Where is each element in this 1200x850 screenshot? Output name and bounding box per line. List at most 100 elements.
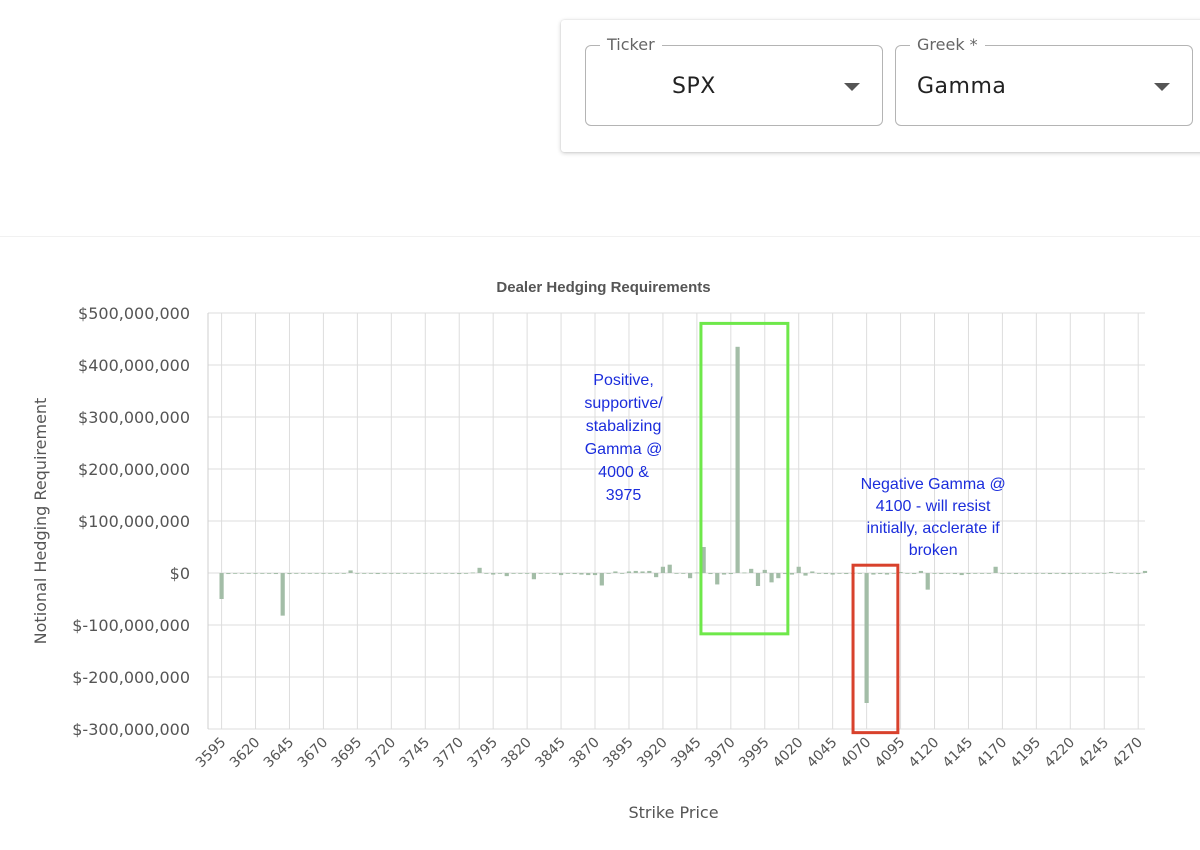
bar [783,573,788,575]
bar [945,573,951,574]
x-tick-label: 3920 [634,735,671,772]
chart: Dealer Hedging Requirements $500,000,000 $… [31,279,1148,822]
bar [749,568,754,573]
bar [518,573,523,574]
y-tick-label: $200,000,000 [78,460,190,479]
bar [538,573,543,574]
x-tick-label: 4095 [872,735,909,772]
bar [647,570,652,573]
annotation-line: 4100 - will resist [876,498,991,515]
bar [463,573,469,574]
chart-area: Dealer Hedging Requirements $500,000,000 $… [0,236,1200,850]
chevron-down-icon[interactable] [1154,83,1170,91]
bar [436,573,441,574]
x-tick-label: 3770 [431,735,468,772]
y-tick-label: $-300,000,000 [72,720,190,739]
bar [443,573,448,574]
bar [334,573,340,574]
bar [273,573,278,575]
ticker-value: SPX [672,74,716,99]
bar [939,573,944,575]
bar [925,573,930,590]
bar [844,573,849,575]
bar [1068,573,1073,575]
bar [246,573,251,574]
x-tick-label: 3820 [498,735,535,772]
bar [423,573,428,574]
bar [973,573,978,574]
bar [986,573,991,574]
bar [477,567,482,573]
x-tick-label: 3945 [668,735,705,772]
bar [396,573,401,574]
bar [545,573,550,574]
bar [314,573,319,574]
bar [674,573,679,574]
bar [708,573,713,575]
bar [328,573,333,574]
x-tick-label: 4170 [974,735,1011,772]
bar [1027,573,1032,574]
bar [728,573,733,575]
bar [341,573,346,574]
bar [239,573,245,574]
bar [348,570,353,573]
ticker-select[interactable]: Ticker SPX [585,35,883,126]
bar [491,573,496,575]
bar [952,573,957,575]
bar [525,573,530,574]
bar [1122,573,1127,574]
bar [606,573,611,574]
bar [979,573,985,574]
bar [307,573,312,574]
bar [654,573,659,578]
y-tick-label: $300,000,000 [78,408,190,427]
bar [294,573,299,574]
bar [1007,573,1012,574]
bar [226,573,231,575]
x-axis-title: Strike Price [628,803,718,822]
x-tick-label: 3795 [464,735,501,772]
bar [1142,570,1148,573]
bar [1061,573,1066,575]
bar [864,573,869,703]
y-axis-title: Notional Hedging Requirement [31,398,50,645]
bar [905,573,910,574]
chevron-down-icon[interactable] [844,83,860,91]
x-tick-label: 3970 [702,735,739,772]
x-tick-label: 4020 [770,735,807,772]
bar [715,573,720,585]
bar [687,573,693,579]
bar [253,573,258,574]
bar [681,573,686,574]
greek-select[interactable]: Greek * Gamma [895,35,1193,126]
y-tick-label: $0 [170,564,190,583]
bar [1108,571,1114,573]
bar [626,571,632,573]
bar [884,573,890,575]
bar [918,570,924,573]
bar [878,573,883,575]
bar [321,573,326,574]
bar [429,573,435,574]
x-tick-label: 3720 [363,735,400,772]
x-tick-label: 4220 [1042,735,1079,772]
bar [776,573,781,579]
y-tick-label: $100,000,000 [78,512,190,531]
bar [810,571,815,573]
bar [891,573,896,574]
bar [742,572,747,574]
bar [402,573,408,574]
annotation-line: supportive/ [584,395,663,412]
bar [667,564,672,573]
annotation-line: initially, acclerate if [867,520,1001,537]
x-tick-label: 3895 [600,735,637,772]
bar [382,573,387,574]
bar [1081,573,1086,574]
annotation-line: broken [909,542,958,559]
bar [701,547,706,573]
x-tick-label: 3645 [261,735,298,772]
x-tick-label: 3995 [736,735,773,772]
bar [280,573,285,616]
bar [287,573,292,575]
